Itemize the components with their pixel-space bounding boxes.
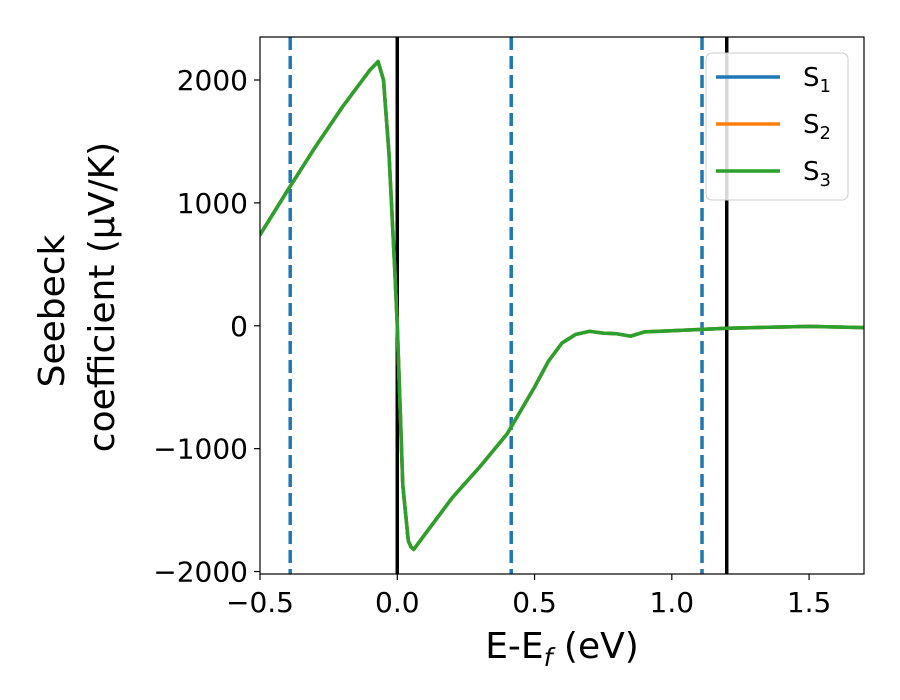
series-line-s3 (260, 59, 864, 552)
y-tick-label: 1000 (177, 187, 248, 220)
legend-box (705, 52, 849, 201)
x-axis-label-unit: (eV) (552, 626, 638, 667)
reference-lines (288, 37, 729, 574)
y-tick-label: −2000 (153, 556, 248, 589)
y-axis-label-line1: Seebeck (32, 234, 73, 387)
x-tick-label: −0.5 (226, 586, 294, 619)
plot-frame (259, 36, 865, 575)
x-axis: −0.5 0.0 0.5 1.0 1.5 (226, 574, 831, 619)
legend-label-sub: 1 (820, 76, 831, 97)
y-tick-label: −1000 (153, 433, 248, 466)
legend-label-main: S (803, 110, 820, 140)
y-tick-label: 2000 (177, 64, 248, 97)
x-axis-label-main: E-E (485, 626, 543, 667)
legend-label-sub: 3 (820, 170, 831, 191)
legend-label-s3: S3 (803, 157, 831, 191)
x-axis-label: E-Ef (eV) (485, 626, 639, 672)
x-tick-label: 0.5 (512, 586, 557, 619)
y-axis-label: Seebeck coefficient (μV/K) (32, 142, 123, 452)
y-axis: −2000 −1000 0 1000 2000 (153, 64, 260, 589)
x-tick-label: 1.0 (650, 586, 695, 619)
legend-label-s2: S2 (803, 110, 831, 144)
legend-label-main: S (803, 157, 820, 187)
legend-label-sub: 2 (820, 123, 831, 144)
legend-label-s1: S1 (803, 63, 831, 97)
y-axis-label-line2: coefficient (μV/K) (82, 142, 123, 452)
y-tick-label: 0 (230, 310, 248, 343)
series-layer (260, 59, 864, 552)
x-tick-label: 0.0 (375, 586, 420, 619)
legend-label-main: S (803, 63, 820, 93)
x-tick-label: 1.5 (787, 586, 832, 619)
